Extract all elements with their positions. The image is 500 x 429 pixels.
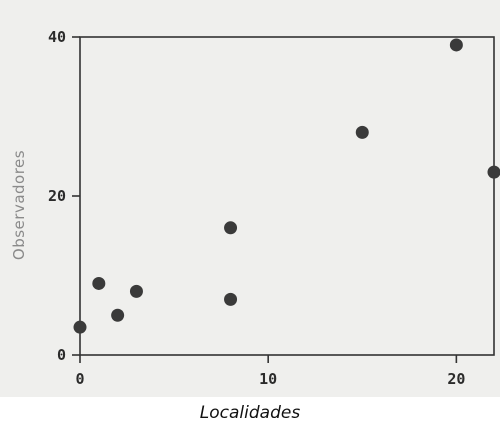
y-axis-title: Observadores xyxy=(10,150,28,260)
x-axis-title: Localidades xyxy=(0,397,500,429)
plot-frame xyxy=(79,36,495,356)
data-point xyxy=(487,165,500,179)
x-tick-label: 0 xyxy=(75,370,84,388)
data-point xyxy=(224,221,238,235)
x-tick-label: 10 xyxy=(259,370,277,388)
data-point xyxy=(73,320,87,334)
data-point xyxy=(92,276,106,290)
data-point xyxy=(355,125,369,139)
y-tick-label: 20 xyxy=(48,187,66,205)
data-point xyxy=(224,292,238,306)
x-tick-label: 20 xyxy=(447,370,465,388)
data-point xyxy=(111,308,125,322)
data-point xyxy=(129,284,143,298)
data-point xyxy=(449,38,463,52)
y-tick-label: 40 xyxy=(48,28,66,46)
y-tick-label: 0 xyxy=(57,346,66,364)
